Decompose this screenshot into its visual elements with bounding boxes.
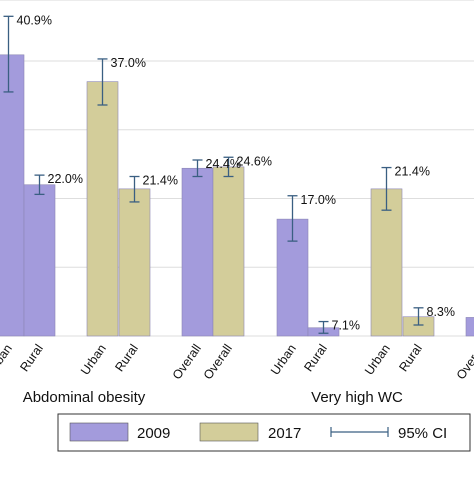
category-label: Urban bbox=[268, 342, 299, 378]
category-label: Rural bbox=[396, 342, 425, 375]
category-label: Rural bbox=[112, 342, 141, 375]
legend-swatch-2009 bbox=[70, 423, 128, 441]
legend: 2009 2017 95% CI bbox=[58, 414, 470, 451]
legend-ci-symbol bbox=[331, 427, 388, 437]
category-label: Urban bbox=[78, 342, 109, 378]
data-label: 7.1% bbox=[332, 319, 361, 333]
data-label: 17.0% bbox=[301, 193, 336, 207]
bar-rural-2009 bbox=[24, 185, 55, 336]
category-label: Overall bbox=[454, 342, 474, 382]
data-label: 40.9% bbox=[17, 13, 52, 27]
data-label: 24.6% bbox=[237, 154, 272, 168]
data-label: 22.0% bbox=[48, 172, 83, 186]
data-label: 8.3% bbox=[427, 305, 456, 319]
category-label: Overall bbox=[201, 342, 235, 382]
bar-overall-2017 bbox=[213, 167, 244, 336]
category-label: Urban bbox=[0, 342, 15, 378]
legend-label-2017: 2017 bbox=[268, 425, 301, 442]
bar-urban-2009 bbox=[0, 55, 24, 336]
group-label: Very high WC bbox=[311, 389, 403, 406]
category-label: Overall bbox=[170, 342, 204, 382]
bar-overall-2009 bbox=[466, 317, 474, 336]
bars-layer bbox=[0, 55, 474, 336]
category-label: Rural bbox=[301, 342, 330, 375]
group-label: Abdominal obesity bbox=[23, 389, 146, 406]
data-label: 21.4% bbox=[143, 174, 178, 188]
data-label: 37.0% bbox=[111, 56, 146, 70]
bar-overall-2009 bbox=[182, 168, 213, 336]
bar-urban-2017 bbox=[371, 189, 402, 336]
category-label: Urban bbox=[362, 342, 393, 378]
legend-swatch-2017 bbox=[200, 423, 258, 441]
category-label: Rural bbox=[17, 342, 46, 375]
group-labels-layer: Abdominal obesity Very high WC bbox=[23, 389, 403, 406]
bar-rural-2017 bbox=[119, 189, 150, 336]
legend-label-2009: 2009 bbox=[137, 425, 170, 442]
legend-label-ci: 95% CI bbox=[398, 425, 447, 442]
data-label: 21.4% bbox=[395, 165, 430, 179]
bar-urban-2017 bbox=[87, 82, 118, 336]
